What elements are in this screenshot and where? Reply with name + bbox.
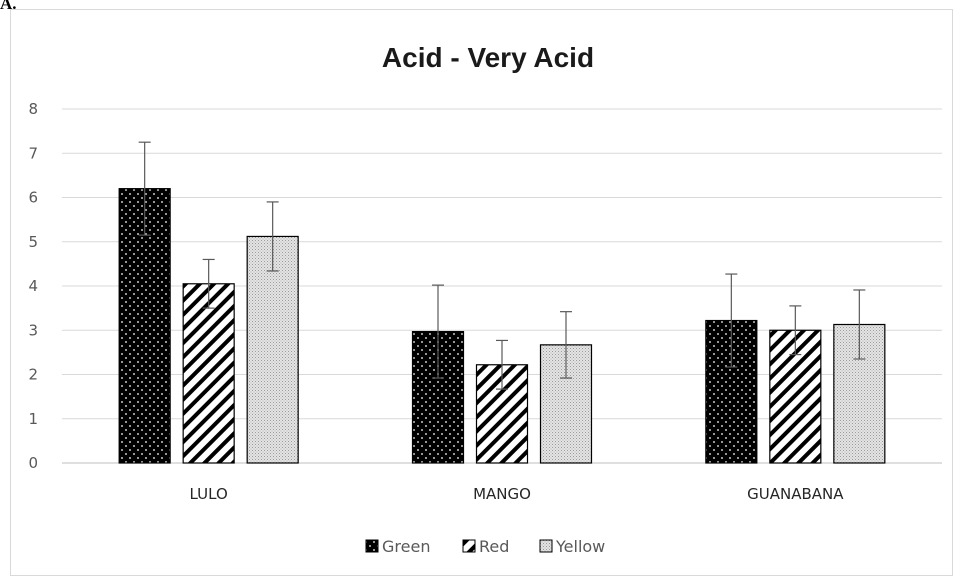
error-bar-lulo-red bbox=[202, 258, 215, 309]
error-bar-guanabana-green bbox=[725, 273, 738, 368]
x-category-label-guanabana: GUANABANA bbox=[747, 485, 844, 503]
y-tick-label-5: 5 bbox=[28, 233, 38, 251]
legend: Green Red Yellow bbox=[365, 537, 605, 556]
x-axis-categories: LULO MANGO GUANABANA bbox=[190, 485, 845, 503]
legend-swatch-yellow bbox=[539, 539, 553, 553]
error-bar-mango-red bbox=[496, 339, 508, 390]
chart-frame bbox=[10, 9, 953, 576]
y-axis-ticks: 0 1 2 3 4 5 6 7 8 bbox=[28, 100, 38, 472]
x-category-label-mango: MANGO bbox=[473, 485, 531, 503]
y-tick-label-3: 3 bbox=[28, 321, 38, 339]
error-bar-lulo-green bbox=[138, 141, 151, 236]
y-tick-label-8: 8 bbox=[28, 100, 38, 118]
legend-label-green: Green bbox=[382, 537, 430, 556]
legend-label-yellow: Yellow bbox=[555, 537, 605, 556]
bar-lulo-red bbox=[182, 283, 235, 464]
y-tick-label-2: 2 bbox=[28, 366, 38, 384]
bars bbox=[118, 141, 886, 464]
error-bar-lulo-yellow bbox=[266, 201, 279, 272]
legend-item-yellow: Yellow bbox=[539, 537, 605, 556]
y-tick-label-7: 7 bbox=[28, 144, 38, 162]
chart-title: Acid - Very Acid bbox=[382, 42, 594, 73]
y-tick-label-4: 4 bbox=[28, 277, 38, 295]
y-tick-label-6: 6 bbox=[28, 189, 38, 207]
error-bar-mango-green bbox=[432, 284, 444, 379]
error-bar-guanabana-yellow bbox=[853, 289, 866, 360]
error-bar-guanabana-red bbox=[789, 305, 802, 356]
legend-label-red: Red bbox=[479, 537, 509, 556]
legend-swatch-green bbox=[365, 539, 379, 553]
legend-swatch-red bbox=[462, 539, 476, 553]
x-category-label-lulo: LULO bbox=[190, 485, 228, 503]
legend-item-green: Green bbox=[365, 537, 430, 556]
legend-item-red: Red bbox=[462, 537, 509, 556]
y-tick-label-0: 0 bbox=[28, 454, 38, 472]
y-tick-label-1: 1 bbox=[28, 410, 38, 428]
error-bar-mango-yellow bbox=[560, 311, 572, 379]
